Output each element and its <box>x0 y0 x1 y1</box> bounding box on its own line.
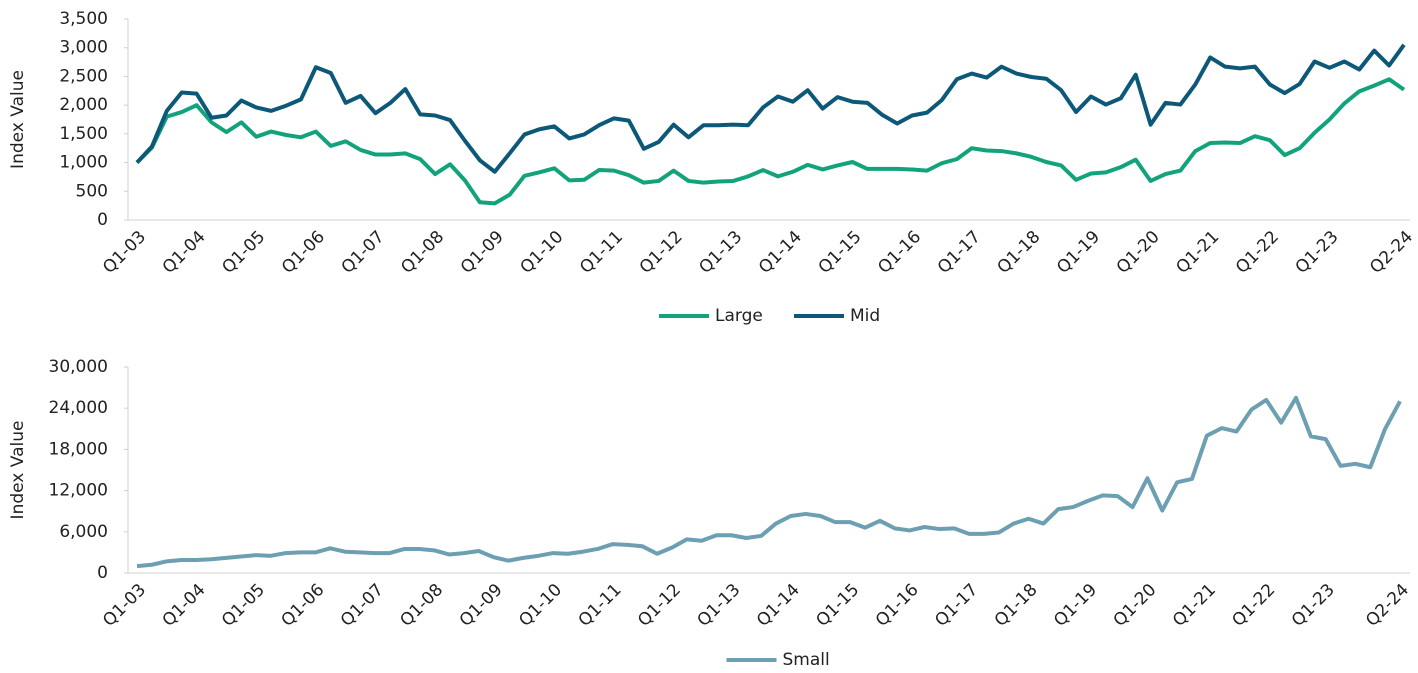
y-tick-label: 0 <box>97 210 108 230</box>
y-tick-label: 1,500 <box>59 124 108 144</box>
x-tick-label: Q1-16 <box>872 580 923 631</box>
x-tick-label: Q1-12 <box>636 227 687 278</box>
y-tick-label: 2,500 <box>59 66 108 86</box>
x-tick-label: Q1-06 <box>277 580 328 631</box>
x-tick-label: Q1-06 <box>278 227 329 278</box>
legend-label: Small <box>783 650 830 670</box>
x-tick-label: Q1-09 <box>456 580 507 631</box>
x-tick-label: Q1-04 <box>159 580 210 631</box>
y-tick-label: 12,000 <box>49 481 108 501</box>
x-tick-label: Q1-22 <box>1228 580 1279 631</box>
x-tick-label: Q1-23 <box>1292 227 1343 278</box>
x-tick-label: Q1-10 <box>517 227 568 278</box>
y-axis-label: Index Value <box>8 421 28 520</box>
x-tick-label: Q1-14 <box>753 580 804 631</box>
x-tick-label: Q1-17 <box>931 580 982 631</box>
x-tick-label: Q1-18 <box>991 580 1042 631</box>
x-tick-label: Q1-22 <box>1232 227 1283 278</box>
y-tick-label: 1,000 <box>59 153 108 173</box>
x-tick-label: Q2-24 <box>1362 580 1413 631</box>
x-tick-label: Q1-14 <box>755 227 806 278</box>
x-tick-label: Q1-13 <box>694 580 745 631</box>
x-tick-label: Q1-21 <box>1169 580 1220 631</box>
line-series <box>136 395 1402 569</box>
x-tick-label: Q1-07 <box>337 580 388 631</box>
x-tick-label: Q1-03 <box>99 227 150 278</box>
x-tick-label: Q1-23 <box>1288 580 1339 631</box>
y-axis-label: Index Value <box>8 70 28 169</box>
x-tick-label: Q1-05 <box>218 580 269 631</box>
x-tick-label: Q1-19 <box>1053 227 1104 278</box>
legend-label: Mid <box>850 306 880 326</box>
x-tick-label: Q1-21 <box>1172 227 1223 278</box>
y-tick-label: 500 <box>76 181 108 201</box>
x-tick-label: Q2-24 <box>1366 227 1417 278</box>
x-tick-label: Q1-03 <box>99 580 150 631</box>
x-tick-label: Q1-20 <box>1110 580 1161 631</box>
x-tick-label: Q1-10 <box>515 580 566 631</box>
x-tick-label: Q1-13 <box>695 227 746 278</box>
x-tick-label: Q1-09 <box>457 227 508 278</box>
x-tick-label: Q1-08 <box>397 227 448 278</box>
y-tick-label: 2,000 <box>59 95 108 115</box>
x-tick-label: Q1-15 <box>815 227 866 278</box>
x-tick-label: Q1-11 <box>575 580 626 631</box>
x-tick-label: Q1-11 <box>576 227 627 278</box>
x-tick-label: Q1-20 <box>1113 227 1164 278</box>
x-tick-label: Q1-18 <box>994 227 1045 278</box>
legend-label: Large <box>715 306 763 326</box>
x-tick-label: Q1-19 <box>1050 580 1101 631</box>
x-tick-label: Q1-04 <box>159 227 210 278</box>
x-tick-label: Q1-08 <box>396 580 447 631</box>
y-tick-label: 24,000 <box>49 398 108 418</box>
line-series <box>135 77 1406 206</box>
y-tick-label: 3,500 <box>59 9 108 29</box>
y-tick-label: 3,000 <box>59 38 108 58</box>
line-series <box>135 43 1406 174</box>
y-tick-label: 0 <box>97 563 108 583</box>
x-tick-label: Q1-07 <box>338 227 389 278</box>
x-tick-label: Q1-12 <box>634 580 685 631</box>
x-tick-label: Q1-15 <box>812 580 863 631</box>
x-tick-label: Q1-16 <box>874 227 925 278</box>
y-tick-label: 6,000 <box>59 522 108 542</box>
y-tick-label: 30,000 <box>49 357 108 377</box>
x-tick-label: Q1-17 <box>934 227 985 278</box>
y-tick-label: 18,000 <box>49 439 108 459</box>
x-tick-label: Q1-05 <box>218 227 269 278</box>
